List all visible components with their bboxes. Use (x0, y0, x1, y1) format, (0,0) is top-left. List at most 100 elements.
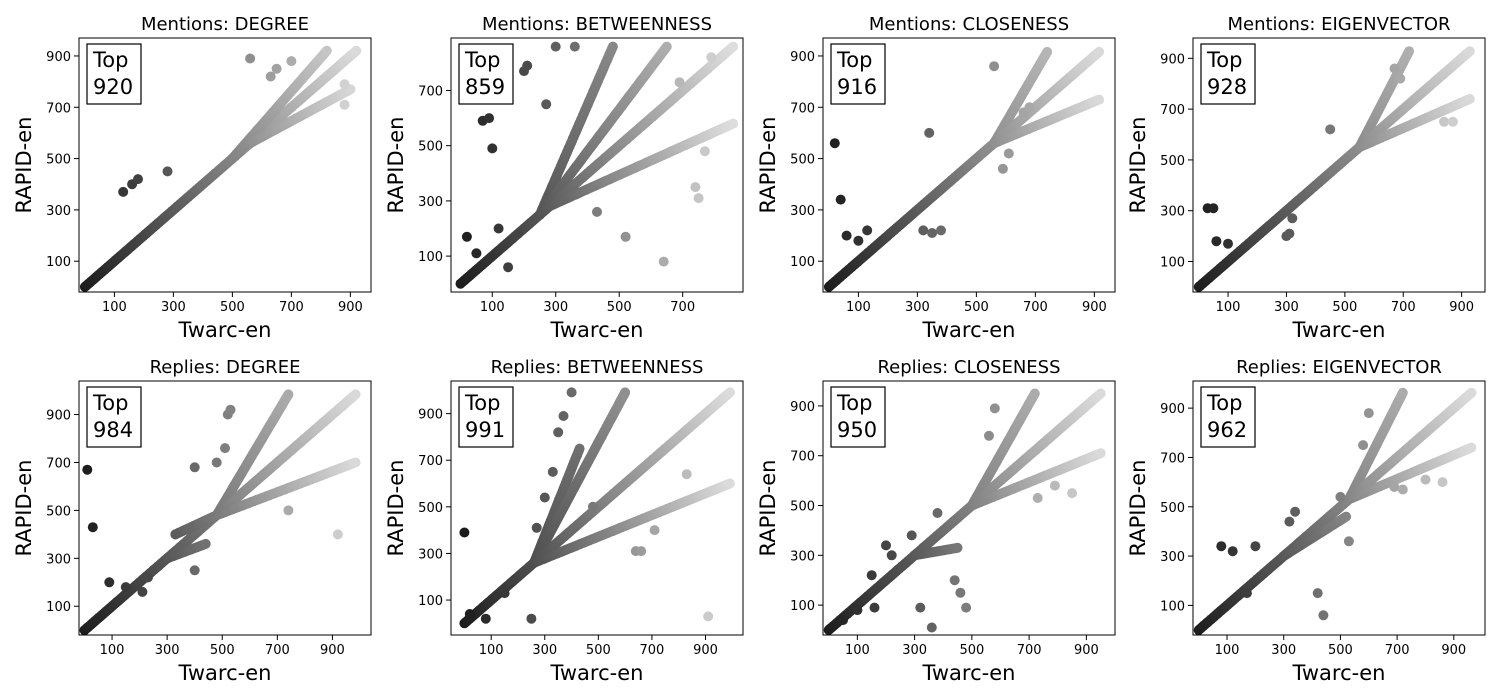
chart-title: Replies: DEGREE (150, 357, 301, 378)
outlier-point (1395, 73, 1406, 84)
x-tick-label: 100 (480, 300, 505, 315)
x-tick-label: 700 (640, 643, 665, 658)
outlier-point (1223, 238, 1233, 249)
outlier-point (1024, 102, 1035, 113)
data-point (1341, 511, 1352, 522)
outlier-point (487, 143, 498, 154)
outlier-point (881, 540, 891, 551)
y-tick-label: 700 (46, 456, 71, 471)
outlier-point (118, 186, 129, 197)
top-count-box: Top 962 (1200, 386, 1256, 448)
top-count-value: 950 (837, 418, 877, 442)
outlier-point (1049, 480, 1060, 491)
points-layer (459, 387, 735, 629)
x-axis-label: Twarc-en (1292, 318, 1386, 342)
data-point (350, 457, 361, 468)
data-point (351, 45, 362, 56)
outlier-point (915, 602, 926, 613)
outlier-point (1032, 493, 1043, 503)
y-tick-label: 900 (1160, 402, 1185, 417)
x-axis-label: Twarc-en (922, 318, 1016, 342)
top-count-frame (1200, 386, 1256, 448)
y-tick-label: 900 (46, 409, 71, 424)
data-point (321, 45, 332, 56)
outlier-point (137, 586, 148, 597)
outlier-point (835, 194, 846, 205)
outlier-point (853, 235, 864, 246)
chart-title: Replies: CLOSENESS (877, 357, 1060, 378)
points-layer (455, 41, 739, 289)
x-tick-label: 300 (1271, 643, 1296, 658)
outlier-point (588, 501, 598, 512)
x-tick-label: 500 (220, 300, 245, 315)
top-count-frame (458, 386, 514, 448)
plot-frame (450, 37, 744, 293)
top-label: Top (1206, 48, 1242, 72)
top-count-frame (1200, 43, 1256, 105)
outlier-point (493, 223, 504, 234)
outlier-point (464, 609, 475, 619)
data-point (728, 41, 739, 52)
y-axis-label: RAPID-en (12, 460, 36, 557)
outlier-point (286, 56, 297, 67)
points-layer (79, 45, 362, 292)
y-tick-label: 700 (1160, 451, 1185, 466)
data-point (952, 542, 963, 553)
outlier-point (142, 572, 153, 583)
x-tick-label: 900 (320, 643, 345, 658)
top-count-frame (830, 43, 886, 105)
y-tick-label: 300 (46, 552, 71, 567)
data-point (1466, 387, 1477, 398)
outlier-point (566, 387, 577, 398)
points-layer (79, 389, 361, 635)
y-tick-label: 100 (1160, 256, 1185, 271)
panel-mentions-eigenvector: Mentions: EIGENVECTOR 100 300 500 700 900 100 3… (1126, 14, 1486, 342)
data-point (620, 387, 631, 398)
x-tick-label: 900 (1441, 643, 1466, 658)
y-tick-label: 700 (1160, 103, 1185, 118)
y-tick-label: 500 (418, 501, 443, 516)
top-count-box: Top 950 (830, 386, 886, 448)
data-point (1464, 46, 1475, 57)
top-count-value: 962 (1207, 418, 1247, 442)
y-tick-label: 500 (418, 140, 443, 155)
chart-title: Mentions: EIGENVECTOR (1227, 14, 1450, 35)
y-tick-label: 900 (790, 50, 815, 65)
outlier-point (841, 230, 852, 241)
y-axis-label: RAPID-en (756, 117, 780, 214)
outlier-point (547, 466, 558, 477)
points-layer (823, 388, 1106, 635)
plot-frame (1192, 37, 1486, 293)
x-axis-label: Twarc-en (550, 661, 644, 685)
y-axis-label: RAPID-en (384, 117, 408, 214)
data-point (1095, 388, 1106, 399)
top-count-box: Top 928 (1200, 43, 1256, 105)
outlier-point (1325, 124, 1336, 135)
top-count-box: Top 920 (86, 43, 142, 105)
outlier-point (531, 522, 542, 533)
outlier-point (271, 63, 282, 74)
outlier-point (829, 138, 840, 149)
points-layer (1193, 46, 1475, 292)
data-point (724, 478, 735, 489)
top-label: Top (92, 391, 128, 415)
panel-mentions-closeness: Mentions: CLOSENESS 100 300 500 700 900 100 300… (756, 14, 1116, 342)
y-tick-label: 500 (790, 153, 815, 168)
top-count-value: 991 (465, 418, 505, 442)
outlier-point (1216, 541, 1227, 552)
outlier-point (592, 206, 602, 217)
outlier-point (1358, 440, 1369, 451)
data-point (661, 41, 672, 52)
outlier-point (558, 411, 569, 421)
outlier-point (1312, 588, 1323, 599)
panel-replies-betweenness: Replies: BETWEENNESS 100 300 500 700 900 100 30… (384, 357, 744, 685)
plot-frame (1192, 380, 1486, 636)
outlier-point (1397, 484, 1408, 495)
outlier-point (522, 60, 533, 71)
outlier-point (1318, 610, 1329, 621)
outlier-point (283, 505, 294, 516)
x-tick-label: 300 (543, 300, 568, 315)
outlier-point (1241, 588, 1252, 599)
outlier-point (886, 550, 897, 561)
outlier-point (1284, 516, 1295, 527)
